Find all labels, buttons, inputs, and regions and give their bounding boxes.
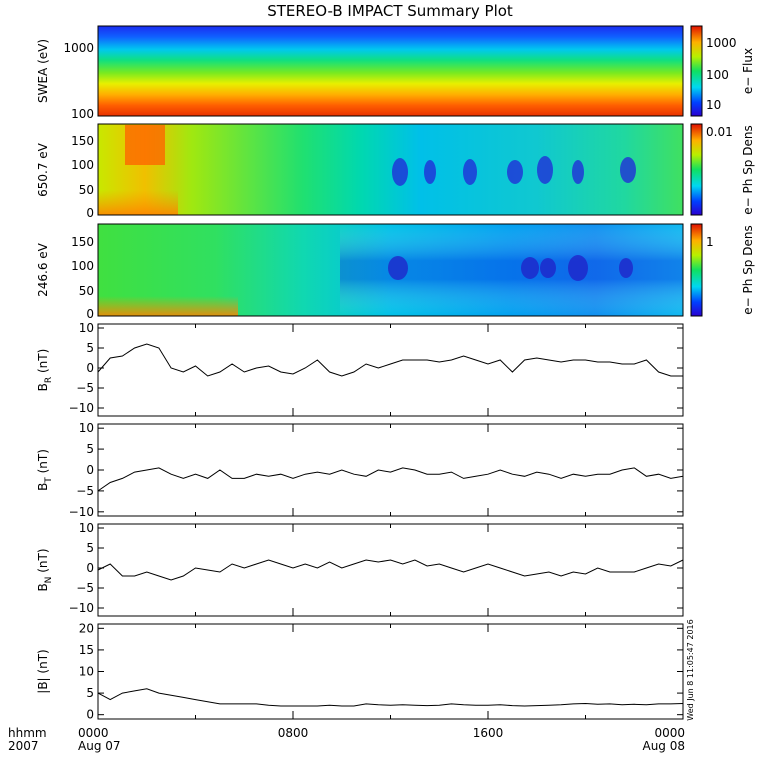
pad246-cblabel: e− Ph Sp Dens [741,225,755,314]
line-panel-n: 10 5 0 −5 −10 BN (nT) [36,521,684,617]
swea-heatmap [98,26,683,116]
swea-ytick-1000: 1000 [63,41,94,55]
ytick-label: −10 [69,601,94,615]
swea-frame [97,25,684,117]
ytick-label: −10 [69,401,94,415]
pad246-ytick-0: 0 [86,307,94,321]
pad650-ytick-0: 0 [86,206,94,220]
line-panel-ylabel: BT (nT) [36,449,54,491]
line-panel-frame [97,323,684,417]
series-line [97,688,684,707]
series-line [97,559,684,581]
pad246-ytick-150: 150 [71,235,94,249]
time-tick-sublabel: Aug 07 [78,739,121,753]
time-tick-label: 1600 [473,726,504,740]
ytick-label: 10 [79,665,94,679]
pad246-ytick-50: 50 [79,284,94,298]
ytick-label: 5 [86,686,94,700]
pad246-cbtick: 1 [706,235,714,249]
ytick-label: −5 [76,581,94,595]
pad246-frame [97,223,684,317]
ytick-label: 0 [86,361,94,375]
pad650-cblabel: e− Ph Sp Dens [741,125,755,214]
swea-ylabel: SWEA (eV) [36,39,50,103]
time-tick-label: 0000 [654,726,685,740]
line-panel-ylabel: |B| (nT) [36,649,50,693]
time-unit-label: hhmm [8,726,47,740]
line-panel-r: 10 5 0 −5 −10 BR (nT) [36,321,684,417]
time-tick-label: 0000 [78,726,109,740]
pad650-frame [97,123,684,216]
swea-cbtick-10: 10 [706,98,721,112]
pad246-colorbar [690,223,703,317]
ytick-label: −10 [69,505,94,519]
ytick-label: 0 [86,708,94,722]
ytick-label: 15 [79,643,94,657]
pad246-ytick-100: 100 [71,259,94,273]
pad650-ylabel: 650.7 eV [36,142,50,197]
swea-cblabel: e− Flux [741,48,755,94]
year-label: 2007 [8,739,39,753]
time-tick-label: 0800 [278,726,309,740]
pad246-ylabel: 246.6 eV [36,242,50,297]
pad650-colorbar [690,123,703,216]
swea-panel: 1000 100 SWEA (eV) 1000 100 10 e− Flux [36,25,755,121]
swea-colorbar [690,25,703,117]
ytick-label: 10 [79,321,94,335]
ytick-label: 5 [86,541,94,555]
pad246-panel: 150 100 50 0 246.6 eV 1 e− Ph Sp Dens [36,223,755,321]
ytick-label: 20 [79,621,94,635]
line-panel-t: 10 5 0 −5 −10 BT (nT) [36,421,684,519]
time-tick-sublabel: Aug 08 [642,739,685,753]
swea-ytick-100: 100 [71,107,94,121]
swea-cbtick-100: 100 [706,68,729,82]
magnetic-field-panels: 10 5 0 −5 −10 BR (nT) 10 5 0 −5 −10 BT (nT) 10 5 0 −5 −1… [36,321,684,722]
line-panel-frame [97,523,684,617]
timestamp: Wed Jun 8 11:05:47 2016 [686,619,695,721]
ytick-label: −5 [76,484,94,498]
pad650-ytick-50: 50 [79,183,94,197]
ytick-label: 5 [86,442,94,456]
pad650-panel: 150 100 50 0 650.7 eV 0.01 e− Ph Sp Dens [36,123,755,220]
line-panel-frame [97,423,684,517]
pad650-blue-spots [392,156,636,186]
pad246-warm-edge [98,296,238,316]
pad650-ytick-150: 150 [71,134,94,148]
line-panel-magnitude: 20 15 10 5 0 |B| (nT) [36,621,684,722]
line-panel-ylabel: BN (nT) [36,548,54,591]
ytick-label: 5 [86,341,94,355]
line-panel-ylabel: BR (nT) [36,349,54,392]
ytick-label: 10 [79,421,94,435]
ytick-label: 0 [86,463,94,477]
pad650-cbtick: 0.01 [706,125,733,139]
pad650-warm-edge [98,190,178,215]
pad650-heatmap [98,124,683,215]
swea-cbtick-1000: 1000 [706,36,737,50]
pad650-ytick-100: 100 [71,158,94,172]
ytick-label: −5 [76,381,94,395]
series-line [97,343,683,377]
plot-title: STEREO-B IMPACT Summary Plot [267,2,513,20]
pad650-hotspot [125,125,165,165]
series-line [97,467,684,492]
pad246-blue-spots [388,255,633,281]
ytick-label: 0 [86,561,94,575]
ytick-label: 10 [79,521,94,535]
